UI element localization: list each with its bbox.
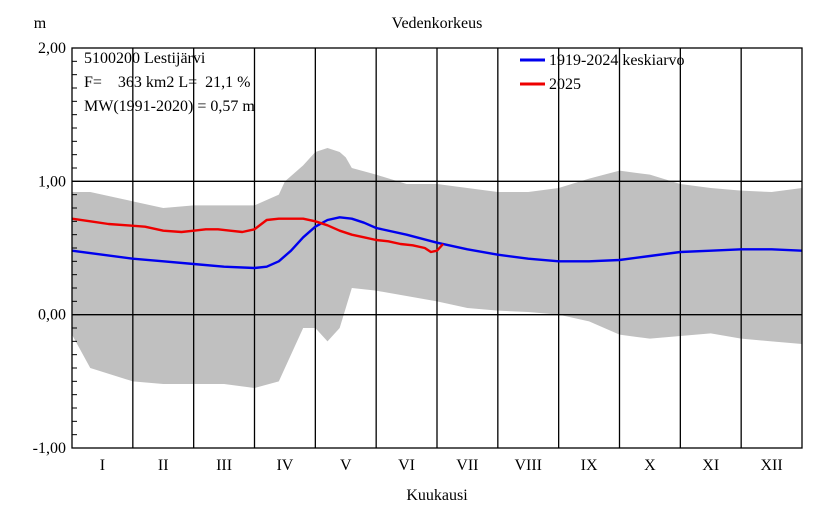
y-tick-label: 0,00 — [38, 307, 66, 324]
x-tick-label: X — [644, 457, 656, 474]
station-annotation: 5100200 Lestijärvi — [84, 50, 206, 67]
grid — [72, 48, 802, 448]
series-lines — [71, 216, 803, 270]
x-tick-label: VIII — [514, 457, 542, 474]
x-tick-label: VII — [456, 457, 478, 474]
x-tick-label: XII — [760, 457, 782, 474]
x-tick-label: IV — [276, 457, 293, 474]
legend-label-mean: 1919-2024 keskiarvo — [549, 52, 685, 69]
y-axis-label: m — [34, 15, 47, 32]
legend-label-2025: 2025 — [549, 76, 581, 93]
x-tick-label: VI — [398, 457, 415, 474]
x-axis-label: Kuukausi — [406, 487, 468, 504]
annotation-block: 5100200 Lestijärvi F= 363 km2 L= 21,1 % … — [84, 50, 255, 115]
x-tick-label: IX — [581, 457, 598, 474]
x-tick-label: V — [340, 457, 352, 474]
series-line-2025 — [71, 217, 444, 254]
chart-title: Vedenkorkeus — [392, 15, 483, 32]
x-tick-label: III — [216, 457, 232, 474]
x-tick-label: XI — [702, 457, 719, 474]
axes: 2,001,000,00-1,00I II III IV V VI VII VIII IX X XI… — [33, 40, 803, 474]
area-annotation: F= 363 km2 L= 21,1 % — [84, 74, 251, 91]
series-line-mean — [71, 216, 803, 270]
mean-water-annotation: MW(1991-2020) = 0,57 m — [84, 98, 255, 115]
x-tick-label: II — [158, 457, 169, 474]
y-tick-label: 2,00 — [38, 40, 66, 57]
y-tick-label: 1,00 — [38, 173, 66, 190]
x-tick-label: I — [100, 457, 105, 474]
y-tick-label: -1,00 — [33, 440, 66, 457]
legend: 1919-2024 keskiarvo 2025 — [520, 52, 685, 93]
